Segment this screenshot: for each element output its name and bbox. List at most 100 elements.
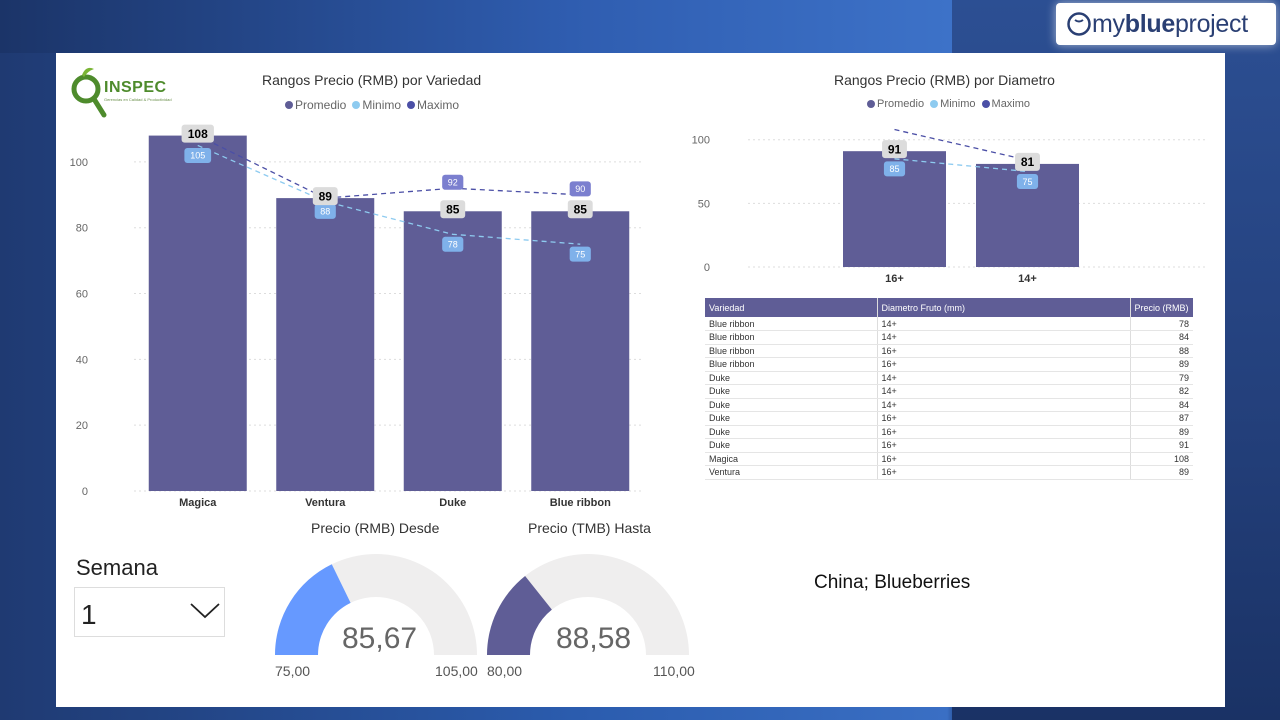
cell-variedad: Blue ribbon xyxy=(705,344,878,358)
cell-diametro: 16+ xyxy=(877,452,1131,466)
legend-label: Maximo xyxy=(991,98,1031,110)
cell-precio: 79 xyxy=(1130,371,1193,385)
data-label-maximo: 92 xyxy=(448,177,458,187)
data-label-minimo: 75 xyxy=(575,249,585,259)
data-label-maximo-bg xyxy=(442,174,464,190)
legend-label: Minimo xyxy=(362,98,402,112)
data-label-promedio: 108 xyxy=(188,127,208,141)
data-label-promedio-bg xyxy=(440,200,466,219)
data-label-minimo: 78 xyxy=(448,240,458,250)
cell-variedad: Blue ribbon xyxy=(705,317,878,331)
report-canvas: INSPEC Gerencias en Calidad & Productivi… xyxy=(56,53,1225,707)
table-row[interactable]: Ventura 16+ 89 xyxy=(705,465,1193,480)
y-tick-label: 0 xyxy=(704,262,710,274)
slicer-label: Semana xyxy=(76,555,158,580)
data-label-minimo-bg xyxy=(1016,174,1039,190)
gauge-hasta-max: 110,00 xyxy=(653,663,695,679)
legend-dot xyxy=(981,100,990,108)
cell-precio: 87 xyxy=(1130,411,1193,426)
col-header-diametro[interactable]: Diametro Fruto (mm) xyxy=(877,298,1131,317)
cell-precio: 108 xyxy=(1130,452,1193,466)
bar-promedio xyxy=(148,135,247,491)
cell-variedad: Blue ribbon xyxy=(705,330,878,345)
cell-variedad: Blue ribbon xyxy=(705,357,878,372)
cell-variedad: Duke xyxy=(705,438,878,453)
legend-maximo[interactable]: Maximo xyxy=(407,98,459,112)
bar-promedio xyxy=(403,211,502,491)
table-row[interactable]: Duke 16+ 89 xyxy=(705,425,1193,439)
cell-variedad: Duke xyxy=(705,371,878,385)
slicer-selected-value: 1 xyxy=(81,599,97,630)
legend-maximo[interactable]: Maximo xyxy=(981,98,1031,110)
cell-diametro: 16+ xyxy=(877,425,1131,439)
legend-minimo[interactable]: Minimo xyxy=(352,98,401,112)
data-label-minimo-bg xyxy=(569,246,591,262)
y-tick-label: 20 xyxy=(76,420,88,432)
cell-diametro: 14+ xyxy=(877,384,1131,399)
chart-diametro[interactable]: 0 50 100 16+ 14+ 85 91 75 81 xyxy=(686,113,1216,293)
table-row[interactable]: Duke 16+ 91 xyxy=(705,438,1193,453)
table-row[interactable]: Duke 14+ 82 xyxy=(705,384,1193,399)
gauge-hasta-min: 80,00 xyxy=(487,663,523,679)
data-label-promedio-bg xyxy=(882,140,907,159)
legend-dot xyxy=(867,100,875,108)
chart-diametro-title: Rangos Precio (RMB) por Diametro xyxy=(834,72,1055,88)
y-tick-label: 40 xyxy=(76,354,88,366)
legend-promedio[interactable]: Promedio xyxy=(285,98,346,112)
x-tick-label: Ventura xyxy=(305,497,346,509)
line-minimo xyxy=(197,144,581,245)
legend-label: Promedio xyxy=(877,98,925,110)
cell-precio: 89 xyxy=(1130,425,1193,439)
cell-variedad: Duke xyxy=(705,411,878,426)
data-label-minimo-bg xyxy=(883,161,906,177)
gauge-desde-value: 85,67 xyxy=(342,622,418,655)
semana-dropdown[interactable]: 1 xyxy=(74,587,225,637)
cell-diametro: 16+ xyxy=(877,411,1131,426)
brand-name-light: my xyxy=(1092,9,1125,38)
gauge-desde[interactable] xyxy=(270,549,482,661)
legend-promedio[interactable]: Promedio xyxy=(867,98,924,110)
legend-dot xyxy=(407,101,416,109)
cell-diametro: 16+ xyxy=(877,344,1131,358)
gauge-hasta-title: Precio (TMB) Hasta xyxy=(528,520,651,536)
table-row[interactable]: Duke 14+ 84 xyxy=(705,398,1193,412)
col-header-variedad[interactable]: Variedad xyxy=(705,298,878,317)
gauge-hasta[interactable] xyxy=(482,549,694,661)
data-label-promedio: 85 xyxy=(574,203,588,217)
inspec-wordmark: INSPEC xyxy=(104,79,167,96)
table-row[interactable]: Duke 14+ 79 xyxy=(705,371,1193,385)
chart-variedad[interactable]: 0 20 40 60 80 100 Magica Ventura Duke Blue ribbon… xyxy=(56,113,696,513)
data-label-promedio-bg xyxy=(1015,152,1040,171)
x-tick-label: Magica xyxy=(179,497,217,509)
header-band xyxy=(0,0,952,53)
cell-diametro: 16+ xyxy=(877,438,1131,453)
chart-diametro-legend: Promedio Minimo Maximo xyxy=(867,98,1030,110)
table-header-row: Variedad Diametro Fruto (mm) Precio (RMB… xyxy=(705,298,1193,317)
legend-label: Minimo xyxy=(940,98,976,110)
table-row[interactable]: Blue ribbon 14+ 78 xyxy=(705,317,1193,331)
gauge-hasta-value: 88,58 xyxy=(556,622,632,655)
cell-precio: 89 xyxy=(1130,357,1193,372)
cell-precio: 91 xyxy=(1130,438,1193,453)
data-label-promedio: 81 xyxy=(1021,155,1035,169)
data-label-promedio-bg xyxy=(312,187,338,206)
table-row[interactable]: Blue ribbon 14+ 84 xyxy=(705,330,1193,345)
line-maximo xyxy=(894,128,1028,161)
legend-minimo[interactable]: Minimo xyxy=(930,98,976,110)
data-label-minimo: 75 xyxy=(1022,177,1032,187)
table-row[interactable]: Duke 16+ 87 xyxy=(705,411,1193,426)
gauge-track xyxy=(487,554,689,655)
table-row[interactable]: Magica 16+ 108 xyxy=(705,452,1193,466)
table-row[interactable]: Blue ribbon 16+ 89 xyxy=(705,357,1193,372)
gauge-desde-max: 105,00 xyxy=(435,663,478,679)
col-header-precio[interactable]: Precio (RMB) xyxy=(1130,298,1193,317)
table-row[interactable]: Blue ribbon 16+ 88 xyxy=(705,344,1193,358)
cell-variedad: Magica xyxy=(705,452,878,466)
cell-variedad: Duke xyxy=(705,398,878,412)
chart-variedad-title: Rangos Precio (RMB) por Variedad xyxy=(262,72,482,88)
gauge-desde-title: Precio (RMB) Desde xyxy=(311,520,440,536)
bar-promedio xyxy=(276,198,375,491)
gauge-fill xyxy=(275,564,351,655)
gauge-fill xyxy=(487,575,552,655)
cell-variedad: Duke xyxy=(705,384,878,399)
